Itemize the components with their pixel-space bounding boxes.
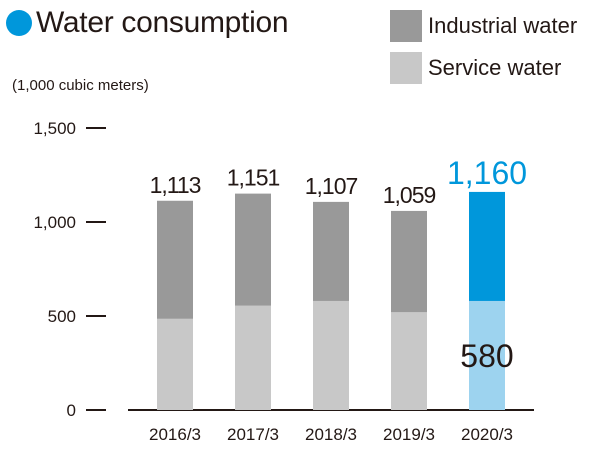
chart-title-group: Water consumption [6,6,289,40]
bar-industrial-water [235,193,271,306]
legend-swatch-industrial [390,10,422,42]
legend-swatch-service [390,52,422,84]
bar-total-label: 1,113 [150,172,201,198]
bar-service-water [235,305,271,410]
bar-service-water [469,300,505,410]
bar-total-label: 1,059 [383,182,436,208]
y-tick-label: 500 [48,307,76,326]
bar-industrial-water [391,210,427,313]
bar-industrial-water [157,200,193,319]
bar-service-value-label: 580 [460,338,513,374]
legend-label-industrial: Industrial water [428,13,578,38]
x-tick-label: 2018/3 [305,425,357,444]
x-tick-label: 2020/3 [461,425,513,444]
bar-service-water [313,300,349,410]
legend: Industrial water Service water [390,10,577,94]
y-tick-label: 0 [67,401,76,420]
bar-total-label: 1,160 [447,155,527,191]
legend-item-service: Service water [390,52,577,84]
bar-industrial-water [313,201,349,301]
bar-service-water [157,318,193,410]
y-axis-unit-label: (1,000 cubic meters) [12,77,149,94]
bar-total-label: 1,151 [227,165,280,191]
chart-title: Water consumption [36,6,289,39]
bar-service-water [391,312,427,410]
legend-label-service: Service water [428,55,562,80]
x-tick-label: 2016/3 [149,425,201,444]
bar-total-label: 1,107 [305,173,358,199]
x-tick-label: 2017/3 [227,425,279,444]
bar-industrial-water [469,191,505,301]
y-tick-label: 1,000 [33,213,76,232]
y-tick-label: 1,500 [33,119,76,138]
x-tick-label: 2019/3 [383,425,435,444]
title-bullet-icon [6,10,32,36]
legend-item-industrial: Industrial water [390,10,577,42]
